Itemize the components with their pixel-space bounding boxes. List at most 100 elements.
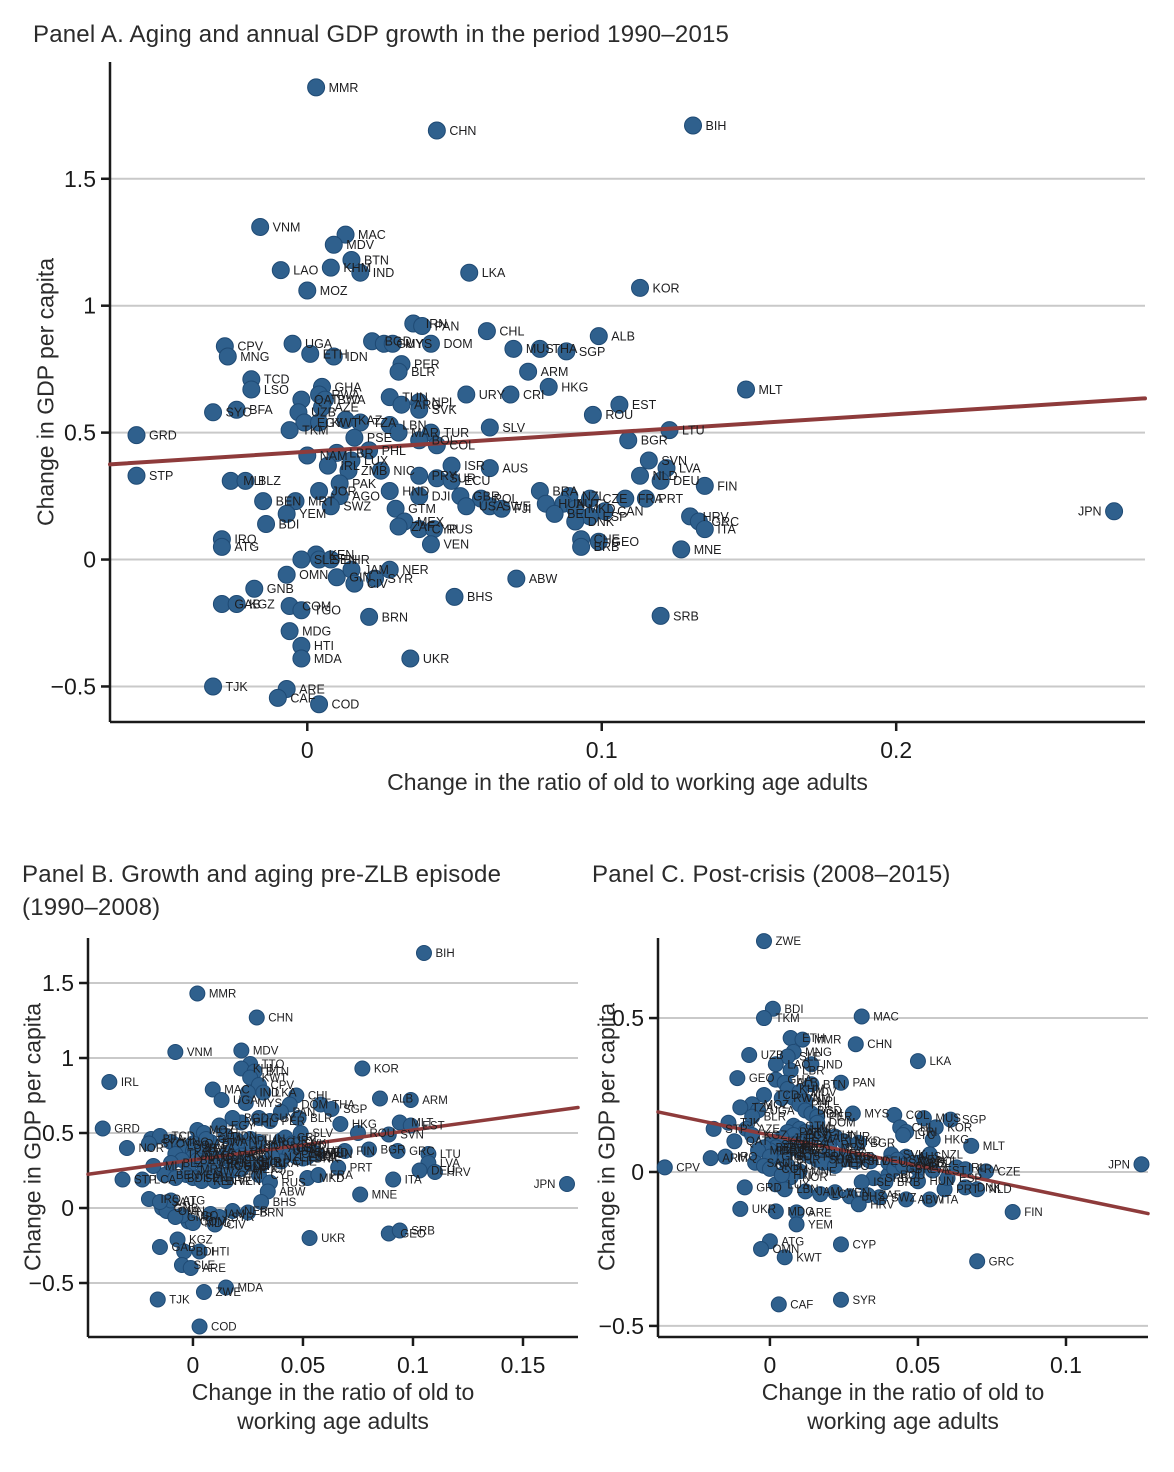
point-label-CYP: CYP [270,1170,294,1182]
point-label-TCD: TCD [264,373,290,387]
data-point-GEO [729,1070,746,1087]
x-tick-label: 0 [301,737,314,763]
point-label-TUR: TUR [847,1132,871,1144]
data-point-MMR [307,78,326,97]
point-label-SGP: SGP [343,1104,368,1116]
point-label-GRC: GRC [409,1146,435,1158]
point-label-CHL: CHL [308,1091,332,1103]
point-label-NLD: NLD [653,469,678,483]
point-label-MLI: MLI [770,1145,789,1157]
point-label-MOZ: MOZ [320,284,348,298]
panel-b-title: Panel B. Growth and aging pre-ZLB episod… [22,858,501,924]
point-label-NER: NER [244,1206,268,1218]
point-label-NIC: NIC [231,1155,251,1167]
data-point-LKA [255,1084,272,1101]
data-point-GMB [167,1209,184,1225]
y-tick-label: 0.5 [612,1005,644,1031]
point-label-TCD: TCD [171,1131,195,1143]
point-label-GNB: GNB [775,1161,800,1173]
data-point-NOR [118,1140,135,1156]
point-label-PAK: PAK [352,477,377,491]
point-label-POL: POL [310,1140,334,1152]
point-label-CPV: CPV [237,340,263,354]
point-label-TJK: TJK [226,680,249,694]
point-label-NLD: NLD [325,1148,348,1160]
point-label-MMR: MMR [209,989,236,1001]
point-label-ATG: ATG [182,1196,205,1208]
data-point-CHL [477,322,496,341]
point-label-USA: USA [900,1158,924,1170]
data-point-ARM [519,362,538,381]
data-point-BDI [167,1170,184,1186]
point-label-UZB: UZB [193,1143,216,1155]
point-label-SWZ: SWZ [891,1192,917,1204]
point-label-MUS: MUS [526,342,554,356]
point-label-CHE: CHE [292,1157,317,1169]
point-label-JPN: JPN [534,1179,556,1191]
point-label-BFA: BFA [163,1134,185,1146]
data-point-KWT [776,1249,793,1266]
point-label-IRQ: IRQ [160,1194,181,1206]
data-point-CYP [832,1236,849,1253]
data-point-SWZ [321,497,340,516]
data-point-PAN [832,1074,849,1091]
point-label-MDA: MDA [314,652,342,666]
point-label-MEX: MEX [841,1158,866,1170]
point-label-SVK: SVK [303,1139,326,1151]
point-label-ARM: ARM [541,365,569,379]
point-label-DEU: DEU [882,1156,906,1168]
data-point-UKR [401,649,420,668]
point-label-CAN: CAN [921,1156,945,1168]
point-label-IND: IND [259,1088,279,1100]
point-label-GEO: GEO [400,1229,426,1241]
point-label-FRA: FRA [977,1164,1000,1176]
point-label-COD: COD [332,698,360,712]
data-point-SAU [151,1194,168,1210]
point-label-NOR: NOR [802,1172,828,1184]
data-point-TGO [292,601,311,620]
data-point-STP [127,466,146,485]
point-label-KHM: KHM [799,1084,825,1096]
point-label-IRL: IRL [340,459,360,473]
point-label-LKA: LKA [929,1056,951,1068]
point-label-LTU: LTU [440,1149,461,1161]
data-point-FIN [1004,1204,1021,1221]
point-label-ARG: ARG [847,1152,872,1164]
data-point-MRT [286,492,305,511]
data-point-TCD [755,1087,772,1104]
data-point-BLR [389,362,408,381]
data-point-CRI [501,385,520,404]
data-point-STP [114,1171,131,1188]
point-label-NPL: NPL [817,1096,840,1108]
data-point-MLT [963,1137,980,1154]
point-label-FIN: FIN [356,1146,375,1158]
point-label-UKR: UKR [321,1233,345,1245]
point-label-LBR: LBR [802,1065,824,1077]
point-label-THA: THA [552,342,578,356]
data-point-IRL [318,456,337,475]
point-label-GTM: GTM [237,1170,263,1182]
point-label-ISR: ISR [464,459,485,473]
data-point-BHS [253,1194,270,1210]
data-point-DEU [651,471,670,490]
point-label-SYR: SYR [231,1212,255,1224]
point-label-MLT: MLT [983,1141,1005,1153]
point-label-KGZ: KGZ [249,597,275,611]
data-point-VNM [251,218,270,236]
point-label-NGA: NGA [805,1139,830,1151]
point-label-OMN: OMN [178,1206,205,1218]
point-label-GUY: GUY [270,1113,295,1125]
data-point-COD [191,1318,208,1335]
point-label-LTU: LTU [682,423,705,437]
panel-c-xlabel-line1: Change in the ratio of old to [761,1379,1045,1405]
point-label-BIH: BIH [706,119,727,133]
point-label-UKR: UKR [752,1204,776,1216]
point-label-GAB: GAB [171,1242,196,1254]
point-label-ETH: ETH [802,1033,825,1045]
point-label-JAM: JAM [817,1186,840,1198]
data-point-CYP [250,1167,267,1183]
point-label-MRT: MRT [308,495,335,509]
point-label-PER: PER [414,357,440,371]
data-point-MUS [504,339,523,358]
